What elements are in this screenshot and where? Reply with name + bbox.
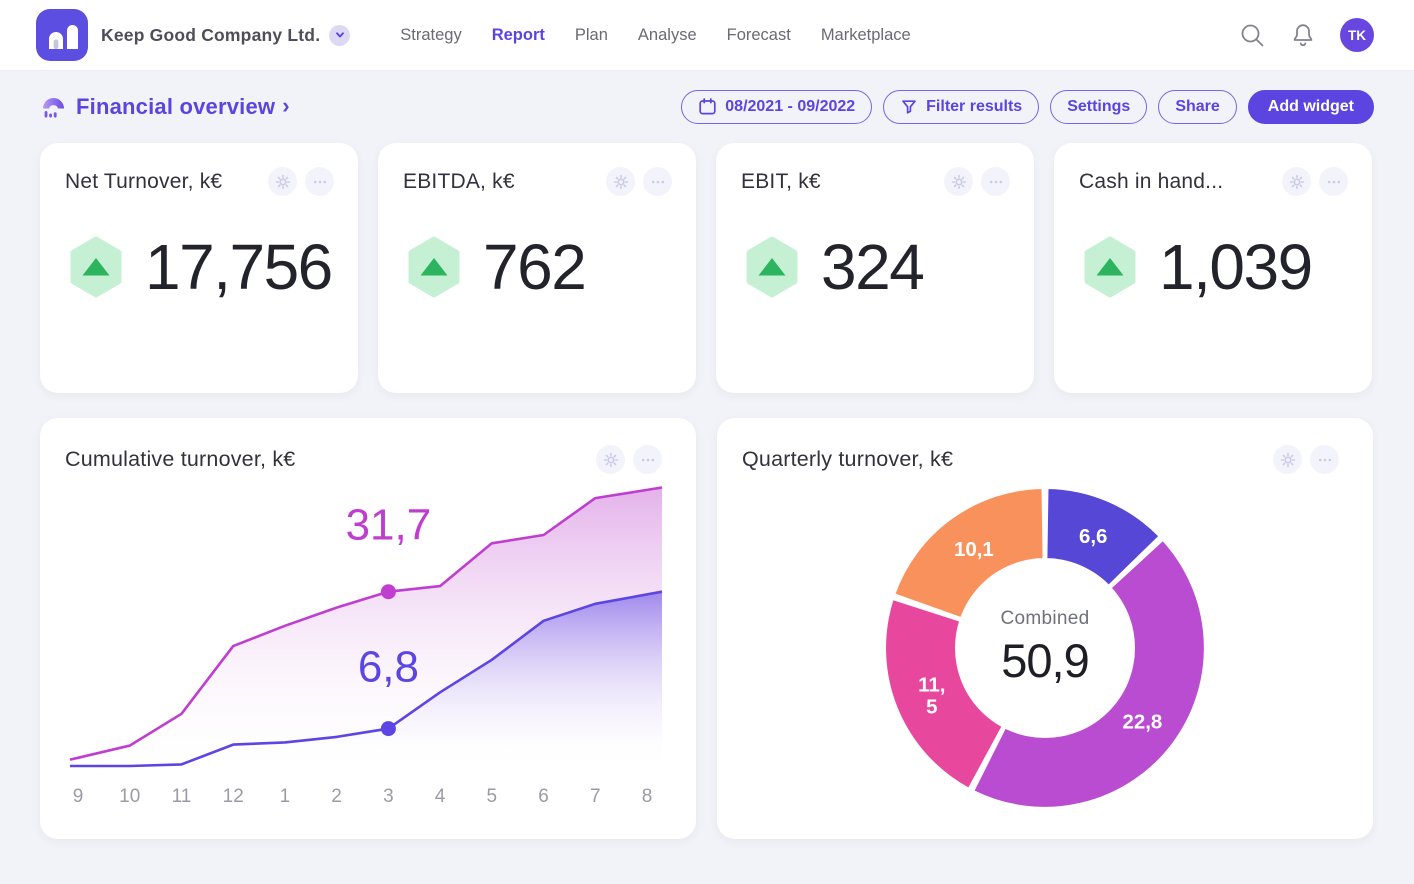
kpi-value: 17,756 bbox=[145, 231, 333, 303]
kpi-title: EBIT, k€ bbox=[741, 169, 821, 193]
kpi-card-row: Net Turnover, k€ 17,756 EBITDA, k€ bbox=[40, 143, 1374, 393]
ellipsis-icon[interactable] bbox=[981, 167, 1010, 196]
kpi-title: Net Turnover, k€ bbox=[65, 169, 223, 193]
date-range-label: 08/2021 - 09/2022 bbox=[725, 97, 856, 115]
add-widget-button[interactable]: Add widget bbox=[1247, 89, 1374, 124]
filter-results-button[interactable]: Filter results bbox=[883, 89, 1040, 124]
search-button[interactable] bbox=[1239, 22, 1266, 49]
svg-text:12: 12 bbox=[223, 786, 244, 807]
nav-item-strategy[interactable]: Strategy bbox=[400, 25, 462, 44]
notifications-button[interactable] bbox=[1291, 22, 1315, 49]
filter-results-label: Filter results bbox=[926, 97, 1023, 115]
svg-text:11,5: 11, 5 bbox=[918, 674, 945, 719]
kpi-card-net-turnover: Net Turnover, k€ 17,756 bbox=[40, 143, 358, 393]
kpi-value: 1,039 bbox=[1159, 231, 1313, 303]
gear-icon[interactable] bbox=[944, 167, 973, 196]
dashboard-page: Financial overview › 08/2021 - 09/2022 F… bbox=[0, 71, 1414, 839]
svg-text:6,8: 6,8 bbox=[358, 643, 419, 692]
ellipsis-icon[interactable] bbox=[305, 167, 334, 196]
page-header: Financial overview › 08/2021 - 09/2022 F… bbox=[40, 71, 1374, 124]
share-button[interactable]: Share bbox=[1158, 89, 1237, 124]
gear-icon[interactable] bbox=[1282, 167, 1311, 196]
svg-text:7: 7 bbox=[590, 786, 601, 807]
company-name: Keep Good Company Ltd. bbox=[101, 24, 321, 45]
svg-text:9: 9 bbox=[73, 786, 84, 807]
page-title-group[interactable]: Financial overview › bbox=[40, 93, 290, 120]
svg-text:8: 8 bbox=[642, 786, 653, 807]
nav-item-report[interactable]: Report bbox=[491, 25, 545, 44]
chart-card-row: Cumulative turnover, k€ 9 10 11 12 1 2 3 4 5 6 7 8 3… bbox=[40, 418, 1374, 839]
filter-funnel-icon bbox=[902, 99, 917, 114]
chart-title: Cumulative turnover, k€ bbox=[65, 447, 296, 471]
kpi-card-ebitda: EBITDA, k€ 762 bbox=[378, 143, 696, 393]
gear-icon[interactable] bbox=[596, 445, 625, 474]
kpi-value: 324 bbox=[821, 231, 925, 303]
main-nav: Strategy Report Plan Analyse Forecast Ma… bbox=[396, 20, 914, 51]
trend-up-arrow-icon bbox=[68, 236, 124, 298]
ellipsis-icon[interactable] bbox=[1310, 445, 1339, 474]
trend-up-arrow-icon bbox=[406, 236, 462, 298]
nav-item-marketplace[interactable]: Marketplace bbox=[820, 25, 911, 44]
user-avatar[interactable]: TK bbox=[1340, 18, 1374, 52]
trend-up-arrow-icon bbox=[744, 236, 800, 298]
svg-text:4: 4 bbox=[435, 786, 446, 807]
bell-icon bbox=[1293, 23, 1313, 46]
search-icon bbox=[1241, 24, 1264, 46]
svg-text:31,7: 31,7 bbox=[346, 501, 432, 550]
ellipsis-icon[interactable] bbox=[1319, 167, 1348, 196]
chart-title: Quarterly turnover, k€ bbox=[742, 447, 954, 471]
chevron-down-icon bbox=[335, 32, 344, 38]
cumulative-turnover-card: Cumulative turnover, k€ 9 10 11 12 1 2 3 4 5 6 7 8 3… bbox=[40, 418, 696, 839]
svg-text:11: 11 bbox=[172, 786, 192, 807]
nav-item-plan[interactable]: Plan bbox=[574, 25, 608, 44]
calendar-icon bbox=[699, 98, 716, 115]
trend-up-arrow-icon bbox=[1082, 236, 1138, 298]
company-switcher-button[interactable] bbox=[329, 24, 351, 46]
ellipsis-icon[interactable] bbox=[633, 445, 662, 474]
kpi-title: Cash in hand... bbox=[1079, 169, 1224, 193]
nav-item-forecast[interactable]: Forecast bbox=[726, 25, 791, 44]
svg-text:3: 3 bbox=[383, 786, 394, 807]
ellipsis-icon[interactable] bbox=[643, 167, 672, 196]
page-title: Financial overview bbox=[76, 93, 276, 119]
kpi-card-cash-in-hand: Cash in hand... 1,039 bbox=[1054, 143, 1372, 393]
quarterly-turnover-donut-chart: 6,6 22,8 11, 5 10,1 bbox=[884, 486, 1206, 809]
kpi-card-ebit: EBIT, k€ 324 bbox=[716, 143, 1034, 393]
svg-text:6,6: 6,6 bbox=[1079, 525, 1108, 548]
svg-text:22,8: 22,8 bbox=[1122, 711, 1162, 734]
gear-icon[interactable] bbox=[268, 167, 297, 196]
svg-text:1: 1 bbox=[280, 786, 291, 807]
quarterly-turnover-card: Quarterly turnover, k€ 6,6 22,8 11, 5 10,1 C… bbox=[717, 418, 1373, 839]
cumulative-turnover-area-chart: 9 10 11 12 1 2 3 4 5 6 7 831,76,8 bbox=[69, 486, 663, 807]
financial-overview-icon bbox=[43, 98, 64, 118]
top-navigation-bar: Keep Good Company Ltd. Strategy Report P… bbox=[0, 0, 1414, 71]
kpi-value: 762 bbox=[483, 231, 587, 303]
company-logo-icon[interactable] bbox=[36, 9, 88, 61]
date-range-button[interactable]: 08/2021 - 09/2022 bbox=[681, 89, 873, 124]
kpi-title: EBITDA, k€ bbox=[403, 169, 515, 193]
gear-icon[interactable] bbox=[1273, 445, 1302, 474]
settings-button[interactable]: Settings bbox=[1050, 89, 1148, 124]
svg-text:10,1: 10,1 bbox=[954, 538, 994, 561]
svg-text:2: 2 bbox=[331, 786, 342, 807]
chevron-right-icon: › bbox=[282, 92, 290, 118]
gear-icon[interactable] bbox=[606, 167, 635, 196]
svg-text:5: 5 bbox=[487, 786, 498, 807]
svg-text:10: 10 bbox=[119, 786, 140, 807]
svg-text:6: 6 bbox=[538, 786, 549, 807]
nav-item-analyse[interactable]: Analyse bbox=[637, 25, 697, 44]
